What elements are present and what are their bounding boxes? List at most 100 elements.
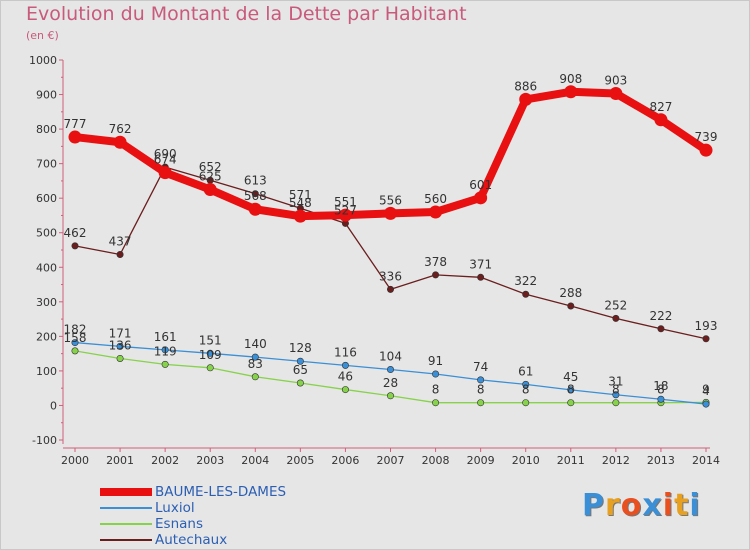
data-label: 613 <box>244 174 267 188</box>
proxiti-logo: Proxiti <box>582 488 701 523</box>
data-label: 288 <box>559 286 582 300</box>
y-tick-label: 600 <box>36 192 57 205</box>
data-label: 437 <box>109 234 132 248</box>
data-label: 46 <box>338 370 353 384</box>
data-label: 161 <box>154 330 177 344</box>
data-label: 378 <box>424 255 447 269</box>
data-label: 625 <box>199 170 222 184</box>
data-label: 45 <box>563 370 578 384</box>
data-label: 31 <box>608 375 623 389</box>
x-tick-label: 2001 <box>106 454 134 467</box>
y-tick-label: 500 <box>36 227 57 240</box>
data-label: 690 <box>154 147 177 161</box>
data-point <box>567 399 575 407</box>
legend-swatch <box>100 539 152 541</box>
data-label: 65 <box>293 363 308 377</box>
data-point <box>251 353 259 361</box>
data-point <box>564 85 578 99</box>
data-label: 8 <box>477 383 485 397</box>
legend-label: Autechaux <box>155 532 228 548</box>
data-label: 827 <box>649 100 672 114</box>
legend-label: BAUME-LES-DAMES <box>155 484 287 500</box>
data-label: 9 <box>702 382 710 396</box>
data-point <box>519 92 533 106</box>
chart-title: Evolution du Montant de la Dette par Hab… <box>26 3 467 25</box>
data-label: 336 <box>379 269 402 283</box>
data-label: 886 <box>514 79 537 93</box>
data-point <box>68 130 82 144</box>
data-point <box>296 379 304 387</box>
y-tick-label: 100 <box>36 365 57 378</box>
data-point <box>477 399 485 407</box>
data-point <box>432 399 440 407</box>
data-label: 128 <box>289 341 312 355</box>
data-point <box>657 325 665 333</box>
data-point <box>386 285 394 293</box>
data-point <box>474 191 488 205</box>
legend-swatch <box>100 507 152 509</box>
data-point <box>251 373 259 381</box>
data-label: 252 <box>604 298 627 312</box>
data-label: 762 <box>109 122 132 136</box>
data-point <box>203 183 217 197</box>
data-point <box>341 361 349 369</box>
data-point <box>71 242 79 250</box>
y-tick-label: 0 <box>50 399 57 412</box>
data-label: 182 <box>64 323 87 337</box>
data-label: 136 <box>109 338 132 352</box>
data-label: 571 <box>289 188 312 202</box>
data-label: 83 <box>248 357 263 371</box>
data-label: 903 <box>604 74 627 88</box>
data-label: 61 <box>518 364 533 378</box>
data-point <box>567 386 575 394</box>
data-point <box>654 113 668 127</box>
data-label: 91 <box>428 354 443 368</box>
data-label: 104 <box>379 350 402 364</box>
data-label: 28 <box>383 376 398 390</box>
data-point <box>338 208 352 222</box>
x-tick-label: 2000 <box>61 454 89 467</box>
data-point <box>113 135 127 149</box>
data-point <box>522 399 530 407</box>
data-label: 462 <box>64 226 87 240</box>
data-point <box>432 370 440 378</box>
x-tick-label: 2007 <box>377 454 405 467</box>
x-tick-label: 2013 <box>647 454 675 467</box>
y-tick-label: 200 <box>36 330 57 343</box>
data-label: 158 <box>64 331 87 345</box>
data-point <box>432 271 440 279</box>
data-label: 551 <box>334 195 357 209</box>
data-label: 116 <box>334 345 357 359</box>
data-point <box>477 273 485 281</box>
data-label: 8 <box>432 383 440 397</box>
data-label: 908 <box>559 72 582 86</box>
data-point <box>206 349 214 357</box>
data-label: 171 <box>109 326 132 340</box>
x-tick-label: 2012 <box>602 454 630 467</box>
x-tick-label: 2009 <box>467 454 495 467</box>
data-label: 74 <box>473 360 488 374</box>
data-point <box>612 314 620 322</box>
data-point <box>699 143 713 157</box>
data-point <box>206 364 214 372</box>
data-point <box>293 209 307 223</box>
data-point <box>161 360 169 368</box>
data-point <box>609 87 623 101</box>
data-point <box>567 302 575 310</box>
x-tick-label: 2006 <box>331 454 359 467</box>
data-label: 4 <box>702 384 710 398</box>
data-point <box>702 400 710 408</box>
data-label: 8 <box>522 383 530 397</box>
data-label: 674 <box>154 153 177 167</box>
data-point <box>296 357 304 365</box>
x-tick-label: 2008 <box>422 454 450 467</box>
data-point <box>116 354 124 362</box>
data-point <box>612 391 620 399</box>
chart-subtitle: (en €) <box>26 29 59 42</box>
data-point <box>116 250 124 258</box>
data-label: 560 <box>424 192 447 206</box>
data-point <box>522 380 530 388</box>
data-label: 652 <box>199 160 222 174</box>
